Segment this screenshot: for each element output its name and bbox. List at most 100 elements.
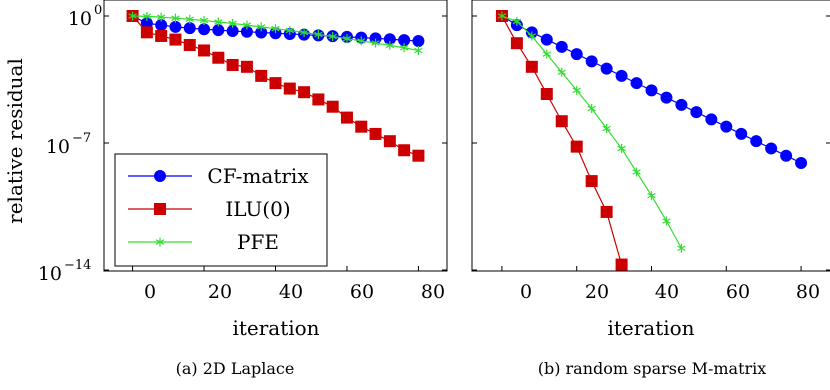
- point-left-star-68: [371, 38, 380, 48]
- legend-label-square: ILU(0): [225, 197, 290, 221]
- x-tick-right-80: 80: [796, 281, 820, 303]
- point-right-square-4: [510, 37, 523, 50]
- series-left: [126, 10, 425, 162]
- y-tick-label-2: 10 −14: [38, 258, 92, 285]
- legend-entries: CF-matrix ILU(0) PFE: [128, 164, 309, 254]
- legend: CF-matrix ILU(0) PFE: [114, 153, 328, 267]
- point-right-circle-80: [795, 156, 808, 169]
- point-right-star-40: [647, 191, 656, 201]
- point-left-star-12: [171, 13, 180, 23]
- point-right-circle-32: [615, 69, 628, 82]
- point-right-circle-76: [780, 149, 793, 162]
- caption-right: (b) random sparse M-matrix: [538, 359, 767, 378]
- legend-label-circle: CF-matrix: [207, 164, 309, 188]
- point-left-star-80: [414, 45, 423, 55]
- x-tick-labels-right: 0 20 40 60 80: [520, 281, 820, 303]
- point-right-star-28: [602, 123, 611, 133]
- point-left-square-64: [355, 120, 368, 133]
- x-tick-labels-left: 0 20 40 60 80: [144, 281, 445, 303]
- point-left-square-16: [183, 39, 196, 52]
- point-right-circle-72: [765, 142, 778, 155]
- point-left-square-48: [298, 86, 311, 99]
- point-right-circle-12: [540, 33, 553, 46]
- point-left-square-8: [155, 29, 168, 42]
- point-left-star-20: [199, 16, 209, 26]
- point-right-square-8: [525, 60, 538, 73]
- point-left-star-8: [156, 12, 166, 22]
- point-right-star-48: [677, 243, 686, 253]
- point-left-square-28: [226, 58, 239, 71]
- point-right-square-20: [570, 140, 583, 153]
- point-right-star-36: [632, 167, 641, 177]
- point-right-star-44: [662, 216, 671, 226]
- point-left-star-16: [185, 14, 194, 24]
- point-left-star-28: [228, 18, 237, 28]
- legend-marker-square: [154, 203, 166, 215]
- point-left-square-60: [340, 111, 353, 124]
- point-left-star-76: [399, 43, 409, 53]
- svg-text:10: 10: [38, 263, 62, 285]
- point-left-star-32: [242, 20, 252, 30]
- point-right-star-0: [497, 11, 507, 21]
- point-right-star-16: [557, 67, 566, 77]
- point-right-square-24: [585, 175, 598, 188]
- x-tick-left-20: 20: [208, 281, 232, 303]
- point-right-circle-40: [645, 84, 658, 97]
- series-right-star: [497, 11, 686, 253]
- point-right-square-32: [615, 258, 628, 271]
- point-right-square-28: [600, 205, 613, 218]
- point-right-circle-20: [570, 48, 583, 61]
- point-right-star-24: [587, 104, 596, 114]
- point-left-square-76: [398, 144, 411, 157]
- point-right-circle-28: [600, 62, 613, 75]
- point-left-star-64: [357, 36, 366, 46]
- point-left-square-44: [283, 82, 296, 95]
- point-right-square-16: [555, 115, 568, 128]
- point-left-star-44: [285, 26, 294, 36]
- point-right-circle-56: [705, 113, 718, 126]
- y-tick-label-1: 10 −7: [46, 131, 91, 158]
- y-axis-label: relative residual: [3, 58, 27, 224]
- point-right-star-12: [542, 49, 551, 59]
- point-right-circle-52: [690, 106, 703, 119]
- legend-box: [114, 153, 328, 267]
- point-right-star-8: [527, 31, 537, 41]
- svg-text:−14: −14: [64, 258, 91, 273]
- point-left-square-52: [312, 93, 325, 106]
- legend-entry-square: ILU(0): [128, 197, 291, 221]
- point-right-circle-60: [720, 120, 733, 133]
- point-left-star-36: [257, 22, 266, 32]
- point-right-circle-68: [750, 135, 763, 148]
- legend-marker-star: [155, 237, 165, 247]
- point-left-star-24: [214, 17, 223, 27]
- point-left-star-52: [314, 30, 323, 40]
- right-plot-frame: [471, 0, 830, 272]
- y-tick-label-0: 10 0: [68, 3, 102, 30]
- point-right-star-32: [617, 143, 626, 153]
- x-axis-label-left: iteration: [232, 316, 319, 340]
- x-tick-right-40: 40: [655, 281, 679, 303]
- point-left-star-40: [271, 24, 280, 34]
- point-left-square-20: [198, 44, 211, 57]
- caption-left: (a) 2D Laplace: [176, 359, 295, 378]
- x-tick-right-0: 0: [520, 281, 532, 303]
- point-left-circle-12: [169, 20, 182, 33]
- point-left-square-24: [212, 51, 225, 64]
- point-right-circle-64: [735, 127, 748, 140]
- point-left-square-4: [140, 26, 153, 39]
- point-left-square-80: [412, 149, 425, 162]
- point-left-square-12: [169, 33, 182, 46]
- point-right-square-12: [540, 88, 553, 101]
- point-left-star-4: [142, 11, 152, 21]
- point-left-circle-20: [198, 23, 211, 36]
- point-left-square-56: [326, 100, 339, 113]
- point-left-circle-16: [183, 22, 196, 35]
- point-left-square-32: [240, 60, 253, 73]
- point-left-star-60: [342, 34, 352, 44]
- series-right: [495, 10, 808, 271]
- svg-text:10: 10: [68, 8, 92, 30]
- x-axis-label-right: iteration: [607, 316, 694, 340]
- svg-text:−7: −7: [72, 131, 91, 146]
- point-left-square-40: [269, 77, 282, 90]
